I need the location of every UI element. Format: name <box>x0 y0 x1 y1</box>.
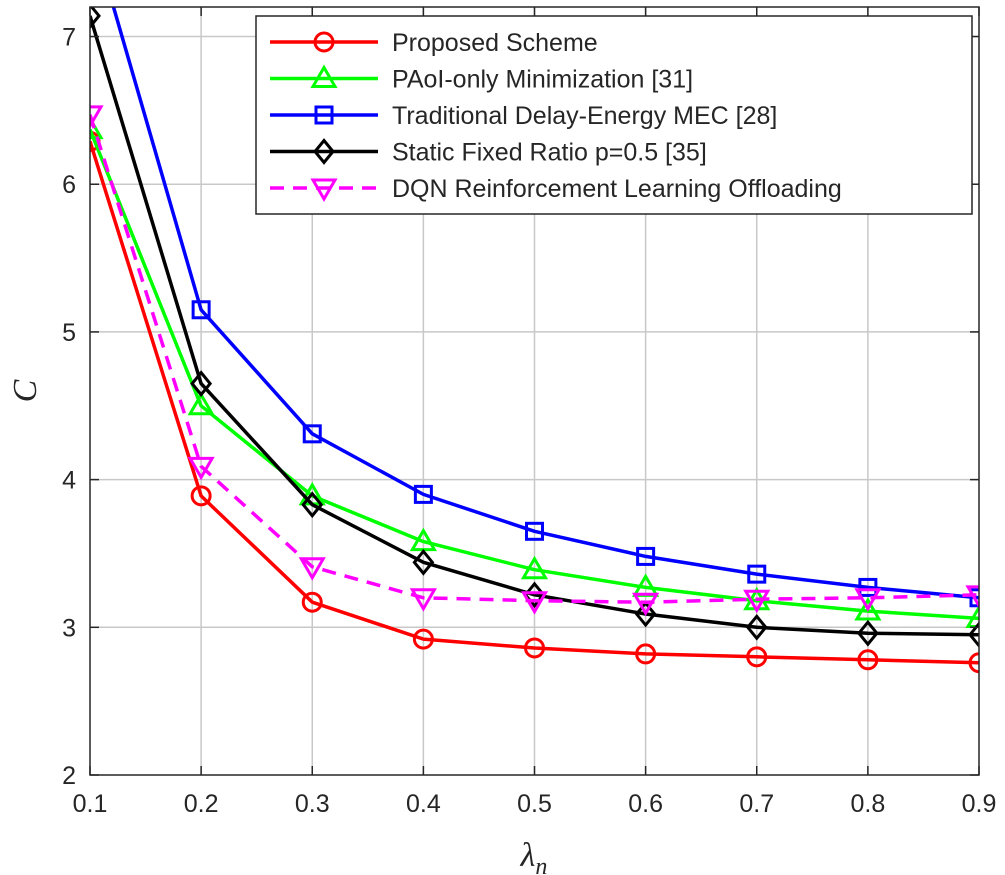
data-point <box>90 7 101 30</box>
series-line <box>111 7 979 600</box>
data-point <box>520 591 549 615</box>
x-tick-label: 0.1 <box>73 790 108 818</box>
data-point <box>187 456 215 481</box>
data-point <box>968 621 979 649</box>
data-point <box>856 619 879 647</box>
data-point <box>191 300 211 320</box>
legend: Proposed Scheme PAoI-only Minimization [3… <box>255 15 973 215</box>
series-layer <box>90 7 979 674</box>
data-point <box>301 591 323 613</box>
data-point <box>298 557 326 581</box>
series-line <box>90 128 979 621</box>
data-point <box>969 588 979 608</box>
legend-label: Traditional Delay-Energy MEC [28] <box>392 102 777 130</box>
data-point <box>857 649 879 671</box>
y-axis-label: C <box>7 379 44 402</box>
data-point <box>743 589 771 614</box>
y-tick-label: 2 <box>62 762 76 790</box>
data-point <box>635 643 657 665</box>
data-point <box>301 491 324 519</box>
legend-marker <box>313 31 335 53</box>
legend-label: PAoI-only Minimization [31] <box>392 66 693 94</box>
data-point <box>412 548 435 576</box>
x-axis-label: λn <box>520 837 548 875</box>
x-tick-label: 0.9 <box>962 790 997 818</box>
data-point <box>409 588 437 612</box>
data-point <box>302 424 322 444</box>
y-tick-label: 3 <box>62 614 76 642</box>
data-point <box>965 604 979 628</box>
data-point <box>190 370 213 397</box>
data-point <box>854 597 882 621</box>
legend-label: Proposed Scheme <box>392 29 598 57</box>
data-point <box>412 628 434 650</box>
x-tick-label: 0.8 <box>850 790 885 818</box>
data-point <box>636 546 656 566</box>
x-tick-label: 0.2 <box>184 790 219 818</box>
legend-label: DQN Reinforcement Learning Offloading <box>392 175 842 203</box>
series-square <box>111 7 979 608</box>
legend-marker <box>310 178 338 202</box>
legend-marker <box>313 138 335 165</box>
data-point <box>854 588 882 612</box>
legend-entry: Static Fixed Ratio p=0.5 [35] <box>270 138 707 167</box>
legend-marker <box>314 105 334 125</box>
series-triangle-down <box>90 105 979 617</box>
data-point <box>190 485 212 507</box>
legend-entry: Traditional Delay-Energy MEC [28] <box>270 102 777 130</box>
legend-label: Static Fixed Ratio p=0.5 [35] <box>392 139 707 167</box>
legend-entry: Proposed Scheme <box>270 29 598 57</box>
data-point <box>968 652 979 674</box>
data-point <box>746 646 768 668</box>
y-tick-labels: 2 3 4 5 6 7 <box>62 24 76 790</box>
x-tick-labels: 0.1 0.2 0.3 0.4 0.5 0.6 0.7 0.8 0.9 <box>73 790 997 818</box>
data-point <box>524 637 545 659</box>
y-tick-label: 4 <box>62 467 76 495</box>
y-tick-label: 5 <box>62 319 76 347</box>
series-diamond <box>90 7 979 649</box>
x-tick-label: 0.7 <box>739 790 774 818</box>
data-point <box>634 600 657 628</box>
data-point <box>90 115 104 140</box>
y-tick-label: 6 <box>62 171 76 199</box>
data-point <box>745 613 768 641</box>
x-tick-label: 0.3 <box>295 790 330 818</box>
data-point <box>965 585 979 609</box>
data-point <box>858 577 878 597</box>
data-point <box>520 555 549 580</box>
y-tick-label: 7 <box>62 24 76 52</box>
data-point <box>632 592 660 617</box>
data-point <box>90 105 104 129</box>
x-tick-label: 0.5 <box>517 790 552 818</box>
series-line <box>90 15 979 637</box>
legend-entry: DQN Reinforcement Learning Offloading <box>270 175 842 203</box>
data-point <box>523 581 546 609</box>
legend-marker <box>310 64 338 88</box>
x-tick-label: 0.4 <box>406 790 441 818</box>
legend-entry: PAoI-only Minimization [31] <box>270 64 693 94</box>
series-line <box>90 140 979 665</box>
data-point <box>187 391 215 416</box>
series-line <box>90 114 979 604</box>
data-point <box>747 564 767 584</box>
x-tick-label: 0.6 <box>628 790 663 818</box>
data-point <box>525 521 544 541</box>
data-point <box>413 484 433 504</box>
